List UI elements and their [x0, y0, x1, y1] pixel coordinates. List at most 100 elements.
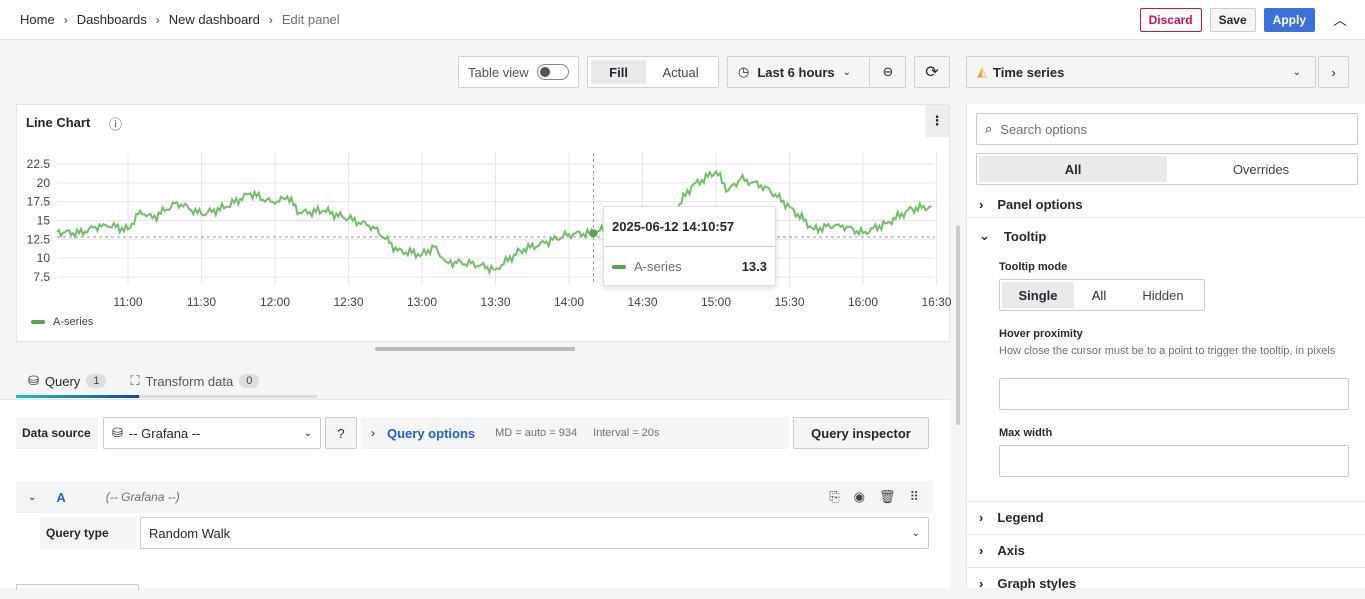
- top-bar: Home › Dashboards › New dashboard › Edit pa…: [0, 0, 1365, 40]
- duplicate-icon[interactable]: ⎘: [829, 489, 840, 504]
- chevron-down-icon: ⌄: [303, 427, 312, 439]
- mode-single[interactable]: Single: [1002, 282, 1074, 308]
- scrollbar[interactable]: [956, 225, 960, 425]
- legend-item[interactable]: A-series: [31, 316, 93, 328]
- database-icon: ⛁: [112, 425, 123, 440]
- query-datasource: (-- Grafana --): [105, 490, 180, 504]
- x-tick-label: 16:30: [921, 295, 951, 309]
- transform-count-badge: 0: [239, 374, 260, 388]
- mode-hidden[interactable]: Hidden: [1142, 287, 1184, 303]
- tooltip-swatch: [612, 264, 626, 269]
- table-view-toggle[interactable]: Table view: [458, 56, 579, 88]
- tooltip-value: 13.3: [741, 259, 767, 274]
- chevron-down-icon[interactable]: ⌄: [28, 491, 37, 503]
- datasource-label: Data source: [16, 417, 98, 449]
- x-tick-label: 11:30: [187, 295, 216, 309]
- fill-option[interactable]: Fill: [591, 60, 647, 84]
- hover-proximity-input[interactable]: [999, 378, 1349, 410]
- chevron-right-icon: ›: [979, 576, 984, 591]
- x-tick-label: 13:30: [480, 295, 510, 309]
- breadcrumb-edit-panel: Edit panel: [281, 12, 340, 27]
- breadcrumb-dashboards[interactable]: Dashboards: [76, 12, 147, 27]
- tooltip-mode-label: Tooltip mode: [999, 261, 1068, 273]
- tab-transform[interactable]: ⛶ Transform data 0: [118, 366, 271, 396]
- chevron-right-icon: ›: [979, 510, 984, 525]
- tab-overrides[interactable]: Overrides: [1232, 161, 1290, 177]
- query-row-header[interactable]: ⌄ A (-- Grafana --) ⎘ ◉ 🗑 ⠿: [16, 481, 933, 513]
- query-type-select[interactable]: Random Walk ⌄: [140, 517, 929, 549]
- max-width-input[interactable]: [999, 445, 1349, 477]
- query-tabs: ⛁ Query 1 ⛶ Transform data 0: [16, 366, 271, 396]
- mode-all[interactable]: All: [1091, 287, 1107, 303]
- max-width-label: Max width: [999, 427, 1053, 439]
- query-options[interactable]: › Query options MD = auto = 934 Interval…: [361, 417, 789, 449]
- tab-underline: [139, 395, 317, 398]
- add-query-button[interactable]: [16, 584, 139, 590]
- options-tabs: All Overrides: [976, 153, 1358, 185]
- hover-proximity-description: How close the cursor must be to a point …: [999, 345, 1336, 357]
- section-label: Axis: [997, 543, 1025, 558]
- database-icon: ⛁: [28, 373, 39, 388]
- section-tooltip[interactable]: ⌄ Tooltip: [967, 224, 1365, 248]
- datasource-select[interactable]: ⛁ -- Grafana -- ⌄: [103, 417, 321, 449]
- resize-handle[interactable]: [375, 347, 575, 351]
- discard-button[interactable]: Discard: [1139, 8, 1202, 32]
- info-icon[interactable]: ⓘ: [109, 117, 123, 132]
- tooltip-series: A-series: [634, 259, 682, 274]
- x-tick-label: 12:30: [333, 295, 363, 309]
- query-type-label: Query type: [40, 517, 136, 549]
- panel-menu-icon[interactable]: ⋮: [925, 105, 949, 137]
- y-tick-label: 20: [37, 176, 51, 190]
- search-options-input[interactable]: ⌕ Search options: [976, 113, 1358, 145]
- zoom-out-icon[interactable]: ⊖: [869, 57, 906, 87]
- breadcrumb-dashboard[interactable]: New dashboard: [168, 12, 260, 27]
- active-tab-indicator: [16, 395, 139, 398]
- drag-handle-icon[interactable]: ⠿: [909, 489, 919, 504]
- x-tick-label: 14:30: [627, 295, 657, 309]
- query-type-value: Random Walk: [149, 525, 231, 541]
- visualization-label: Time series: [993, 64, 1065, 80]
- series-line-a: [56, 169, 932, 276]
- search-icon: ⌕: [985, 121, 993, 136]
- query-editor: Data source ⛁ -- Grafana -- ⌄ ? › Query op…: [0, 399, 950, 590]
- tab-label: Transform data: [145, 373, 234, 389]
- options-collapse-button[interactable]: ›: [1318, 56, 1349, 88]
- visualization-picker[interactable]: ◭ Time series ⌄: [966, 56, 1316, 88]
- line-chart[interactable]: 22.5 20 17.5 15 12.5 10 7.5 11:00 11:30 12:00 12:3…: [17, 105, 951, 343]
- chevron-right-icon: ›: [155, 12, 160, 27]
- panel: Line Chart ⓘ ⋮ 22.5 20 17.5 15 12.5 10 7.5 11:0…: [16, 104, 951, 343]
- apply-button[interactable]: Apply: [1263, 8, 1315, 32]
- query-ref-id[interactable]: A: [56, 489, 66, 505]
- toggle-switch[interactable]: [536, 64, 569, 80]
- section-panel-options[interactable]: › Panel options: [967, 192, 1365, 218]
- save-button[interactable]: Save: [1209, 8, 1256, 32]
- collapse-icon[interactable]: ︿: [1333, 12, 1347, 28]
- refresh-button[interactable]: ⟳: [914, 56, 950, 88]
- query-inspector-button[interactable]: Query inspector: [793, 417, 929, 449]
- x-tick-label: 11:00: [113, 295, 142, 309]
- actual-option[interactable]: Actual: [662, 64, 699, 80]
- section-legend[interactable]: › Legend: [967, 501, 1365, 533]
- transform-icon: ⛶: [130, 373, 140, 388]
- x-tick-label: 13:00: [407, 295, 437, 309]
- time-series-icon: ◭: [977, 64, 987, 79]
- tab-all[interactable]: All: [979, 156, 1167, 182]
- breadcrumb-home[interactable]: Home: [20, 12, 55, 27]
- chevron-right-icon: ›: [979, 543, 984, 558]
- help-icon[interactable]: ?: [325, 417, 357, 449]
- eye-icon[interactable]: ◉: [853, 489, 865, 504]
- trash-icon[interactable]: 🗑: [878, 489, 896, 504]
- options-pane: ⌕ Search options All Overrides › Panel opt…: [966, 104, 1365, 591]
- query-count-badge: 1: [86, 374, 107, 388]
- hover-point: [589, 229, 598, 238]
- chevron-down-icon: ⌄: [842, 66, 852, 78]
- time-range-picker[interactable]: ◷ Last 6 hours ⌄ ⊖: [727, 56, 906, 88]
- section-graph-styles[interactable]: › Graph styles: [967, 567, 1365, 599]
- panel-title: Line Chart: [26, 115, 91, 130]
- legend-swatch: [31, 320, 45, 324]
- y-tick-label: 15: [37, 213, 51, 227]
- tab-query[interactable]: ⛁ Query 1: [16, 366, 118, 396]
- time-range-label: Last 6 hours: [757, 64, 835, 80]
- legend-label: A-series: [53, 316, 94, 328]
- section-axis[interactable]: › Axis: [967, 534, 1365, 566]
